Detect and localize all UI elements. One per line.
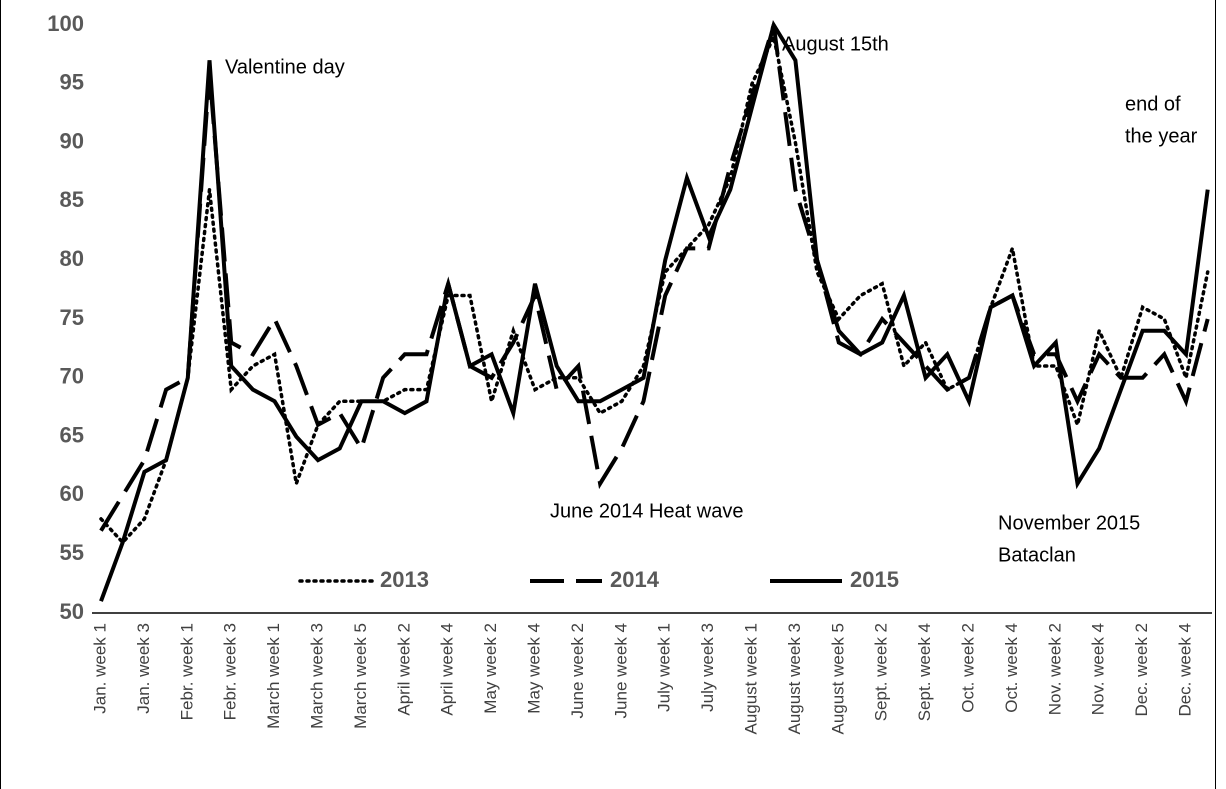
x-tick-label: Febr. week 1 bbox=[177, 623, 196, 720]
annotation: Valentine day bbox=[225, 56, 345, 78]
y-tick-label: 70 bbox=[60, 364, 84, 389]
x-tick-label: June week 2 bbox=[568, 623, 587, 718]
x-tick-label: August week 5 bbox=[828, 623, 847, 735]
annotation: the year bbox=[1125, 125, 1198, 147]
series-line bbox=[99, 24, 1210, 532]
x-tick-label: April week 2 bbox=[394, 623, 413, 716]
annotation: November 2015 bbox=[998, 512, 1140, 534]
legend-label: 2014 bbox=[610, 567, 660, 592]
annotation: August 15th bbox=[782, 33, 889, 55]
x-tick-label: Sept. week 2 bbox=[872, 623, 891, 721]
x-tick-label: Sept. week 4 bbox=[915, 623, 934, 721]
x-tick-label: March week 1 bbox=[264, 623, 283, 729]
x-tick-label: July week 1 bbox=[655, 623, 674, 712]
x-tick-label: August week 1 bbox=[741, 623, 760, 735]
x-tick-label: Dec. week 2 bbox=[1132, 623, 1151, 717]
x-tick-label: May week 4 bbox=[524, 623, 543, 714]
legend-label: 2015 bbox=[850, 567, 899, 592]
x-tick-label: Jan. week 1 bbox=[90, 623, 109, 714]
y-tick-label: 90 bbox=[60, 128, 84, 153]
x-tick-label: Oct. week 2 bbox=[958, 623, 977, 713]
x-tick-label: March week 3 bbox=[307, 623, 326, 729]
y-tick-label: 100 bbox=[47, 11, 84, 36]
x-tick-label: August week 3 bbox=[785, 623, 804, 735]
x-tick-label: Dec. week 4 bbox=[1175, 623, 1194, 717]
y-tick-label: 55 bbox=[60, 540, 84, 565]
annotation: Bataclan bbox=[998, 544, 1076, 566]
x-tick-label: March week 5 bbox=[351, 623, 370, 729]
x-tick-label: Jan. week 3 bbox=[134, 623, 153, 714]
legend-label: 2013 bbox=[380, 567, 429, 592]
x-tick-label: Nov. week 4 bbox=[1089, 623, 1108, 715]
x-tick-label: April week 4 bbox=[438, 623, 457, 716]
x-tick-label: June week 4 bbox=[611, 623, 630, 718]
y-tick-label: 95 bbox=[60, 70, 84, 95]
series-line bbox=[99, 31, 1210, 545]
x-tick-label: July week 3 bbox=[698, 623, 717, 712]
annotation: June 2014 Heat wave bbox=[550, 500, 743, 522]
y-tick-label: 60 bbox=[60, 481, 84, 506]
y-tick-label: 85 bbox=[60, 187, 84, 212]
x-tick-label: May week 2 bbox=[481, 623, 500, 714]
x-tick-label: Nov. week 2 bbox=[1045, 623, 1064, 715]
y-tick-label: 65 bbox=[60, 422, 84, 447]
annotation: end of bbox=[1125, 93, 1181, 115]
x-tick-label: Oct. week 4 bbox=[1002, 623, 1021, 713]
y-tick-label: 50 bbox=[60, 599, 84, 624]
y-tick-label: 75 bbox=[60, 305, 84, 330]
series-line bbox=[99, 19, 1210, 602]
x-tick-label: Febr. week 3 bbox=[221, 623, 240, 720]
y-tick-label: 80 bbox=[60, 246, 84, 271]
